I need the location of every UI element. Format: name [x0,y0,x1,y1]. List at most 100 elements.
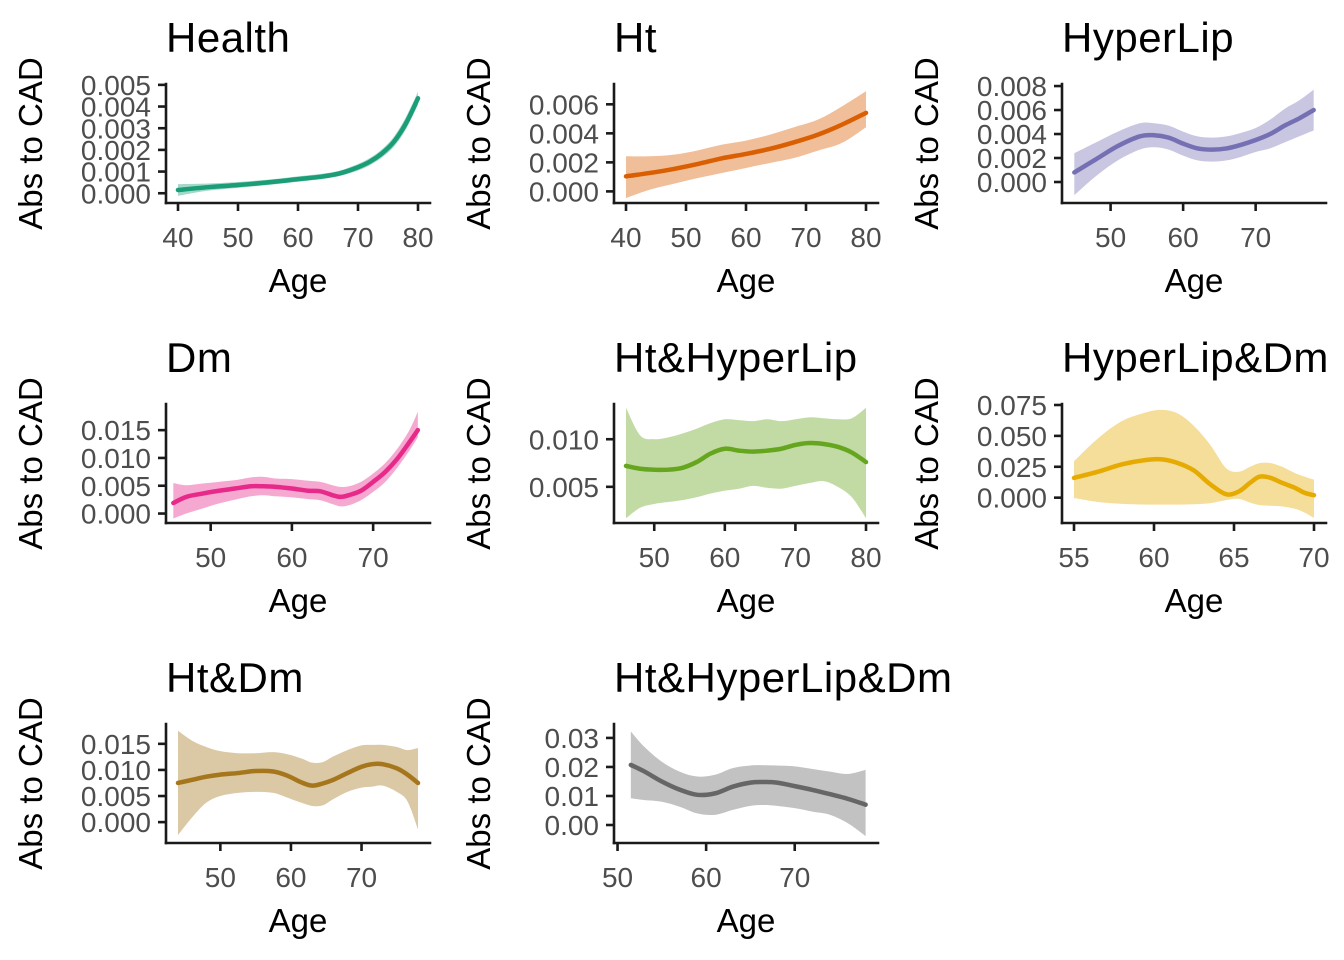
confidence-band [1074,409,1314,518]
panel-svg: 40 50 60 70 80 0.0000.0010.0020.0030.0040.005… [12,14,434,299]
x-axis-title: Age [717,262,776,299]
y-tick-label: 0.050 [977,421,1047,452]
y-tick-label: 0.005 [81,70,151,101]
panel-title: Ht&HyperLip [614,334,858,381]
panel-title: HyperLip [1062,14,1234,61]
y-tick-label: 0.001 [81,157,151,188]
panel-ht-and-hyperlip-and-dm: 50 60 70 0.00 0.01 0.02 0.03 Ht&HyperLip&Dm Age A… [448,640,952,960]
x-tick-label: 40 [162,222,193,253]
y-tick-label: 0.005 [81,471,151,502]
y-axis-title: Abs to CAD [460,57,497,229]
x-tick-label: 60 [1138,542,1169,573]
panel-hyperlip-and-dm: 55 60 65 70 0.000 0.025 0.050 0.075 HyperLip&Dm A… [896,320,1344,640]
y-tick-label: 0.006 [529,89,599,120]
y-tick-label: 0.004 [977,119,1047,150]
y-tick-label: 0.03 [545,723,600,754]
x-tick-label: 50 [205,862,236,893]
x-tick-label: 70 [790,222,821,253]
x-axis-title: Age [269,582,328,619]
y-tick-label: 0.003 [81,113,151,144]
x-axis-title: Age [717,582,776,619]
y-tick-label: 0.025 [977,452,1047,483]
y-tick-label: 0.010 [81,755,151,786]
x-tick-label: 65 [1218,542,1249,573]
y-tick-label: 0.002 [529,147,599,178]
trend-line [175,761,421,788]
confidence-band [1074,89,1314,196]
y-tick-label: 0.006 [977,95,1047,126]
x-tick-label: 80 [850,542,881,573]
x-axis-title: Age [1165,262,1224,299]
panel-svg: 50 60 70 0.000.010.020.03 Ht&HyperLip&Dm Age A… [460,654,952,939]
plot-area [1072,89,1316,196]
y-tick-label: 0.00 [545,810,600,841]
y-tick-label: 0.000 [977,483,1047,514]
x-axis-title: Age [269,262,328,299]
trend-line [1071,456,1317,498]
trend-line [623,440,869,473]
panel-title: Dm [166,334,232,381]
trend-line [175,96,421,193]
x-tick-label: 60 [282,222,313,253]
y-axis-title: Abs to CAD [460,377,497,549]
x-axis-title: Age [1165,582,1224,619]
y-tick-label: 0.004 [81,92,151,123]
panel-title: HyperLip&Dm [1062,334,1329,381]
y-axis-title: Abs to CAD [908,377,945,549]
y-tick-label: 0.01 [545,781,600,812]
x-tick-label: 55 [1058,542,1089,573]
confidence-band [626,407,866,519]
panel-hyperlip: 50 60 70 0.000 0.002 0.004 0.006 0.008 HyperLip A… [896,0,1344,320]
x-tick-label: 60 [1168,222,1199,253]
x-tick-label: 50 [1095,222,1126,253]
panel-title: Ht [614,14,657,61]
x-tick-label: 60 [709,542,740,573]
x-tick-label: 70 [1298,542,1329,573]
x-tick-label: 80 [850,222,881,253]
plot-area [628,731,868,837]
x-tick-label: 70 [342,222,373,253]
confidence-band [173,411,418,519]
y-tick-label: 0.000 [81,178,151,209]
x-tick-label: 70 [358,542,389,573]
x-tick-label: 70 [780,542,811,573]
x-tick-label: 40 [610,222,641,253]
y-tick-label: 0.075 [977,390,1047,421]
x-axis-title: Age [269,902,328,939]
trend-line [1072,107,1316,175]
trend-line [623,110,869,179]
y-tick-label: 0.015 [81,729,151,760]
panel-health: 40 50 60 70 80 0.000 0.001 0.002 0.003 0.004 0.005… [0,0,448,320]
panel-ht: 40 50 60 70 80 0.000 0.002 0.004 0.006 Ht Age Abs t… [448,0,896,320]
x-tick-label: 80 [402,222,433,253]
x-tick-label: 60 [275,862,306,893]
plot-area [623,91,869,199]
plot-area [1071,409,1317,518]
x-tick-label: 70 [779,862,810,893]
trend-line [171,427,421,506]
y-axis-title: Abs to CAD [908,57,945,229]
panel-dm: 50 60 70 0.000 0.005 0.010 0.015 Dm Age Abs to CA… [0,320,448,640]
panel-ht-and-hyperlip: 50 60 70 80 0.005 0.010 Ht&HyperLip Age Abs to C… [448,320,896,640]
trend-line [628,762,868,807]
panel-title: Health [166,14,290,61]
y-axis-title: Abs to CAD [12,57,49,229]
x-axis-title: Age [717,902,776,939]
y-tick-label: 0.002 [81,135,151,166]
x-tick-label: 50 [639,542,670,573]
x-tick-label: 50 [670,222,701,253]
plot-area [171,411,421,519]
y-axis-title: Abs to CAD [12,377,49,549]
y-tick-label: 0.010 [529,424,599,455]
plot-area [175,730,421,836]
y-tick-label: 0.002 [977,143,1047,174]
y-tick-label: 0.000 [529,176,599,207]
y-tick-label: 0.015 [81,415,151,446]
y-tick-label: 0.004 [529,118,599,149]
panel-title: Ht&Dm [166,654,304,701]
y-tick-label: 0.000 [81,807,151,838]
x-tick-label: 60 [730,222,761,253]
